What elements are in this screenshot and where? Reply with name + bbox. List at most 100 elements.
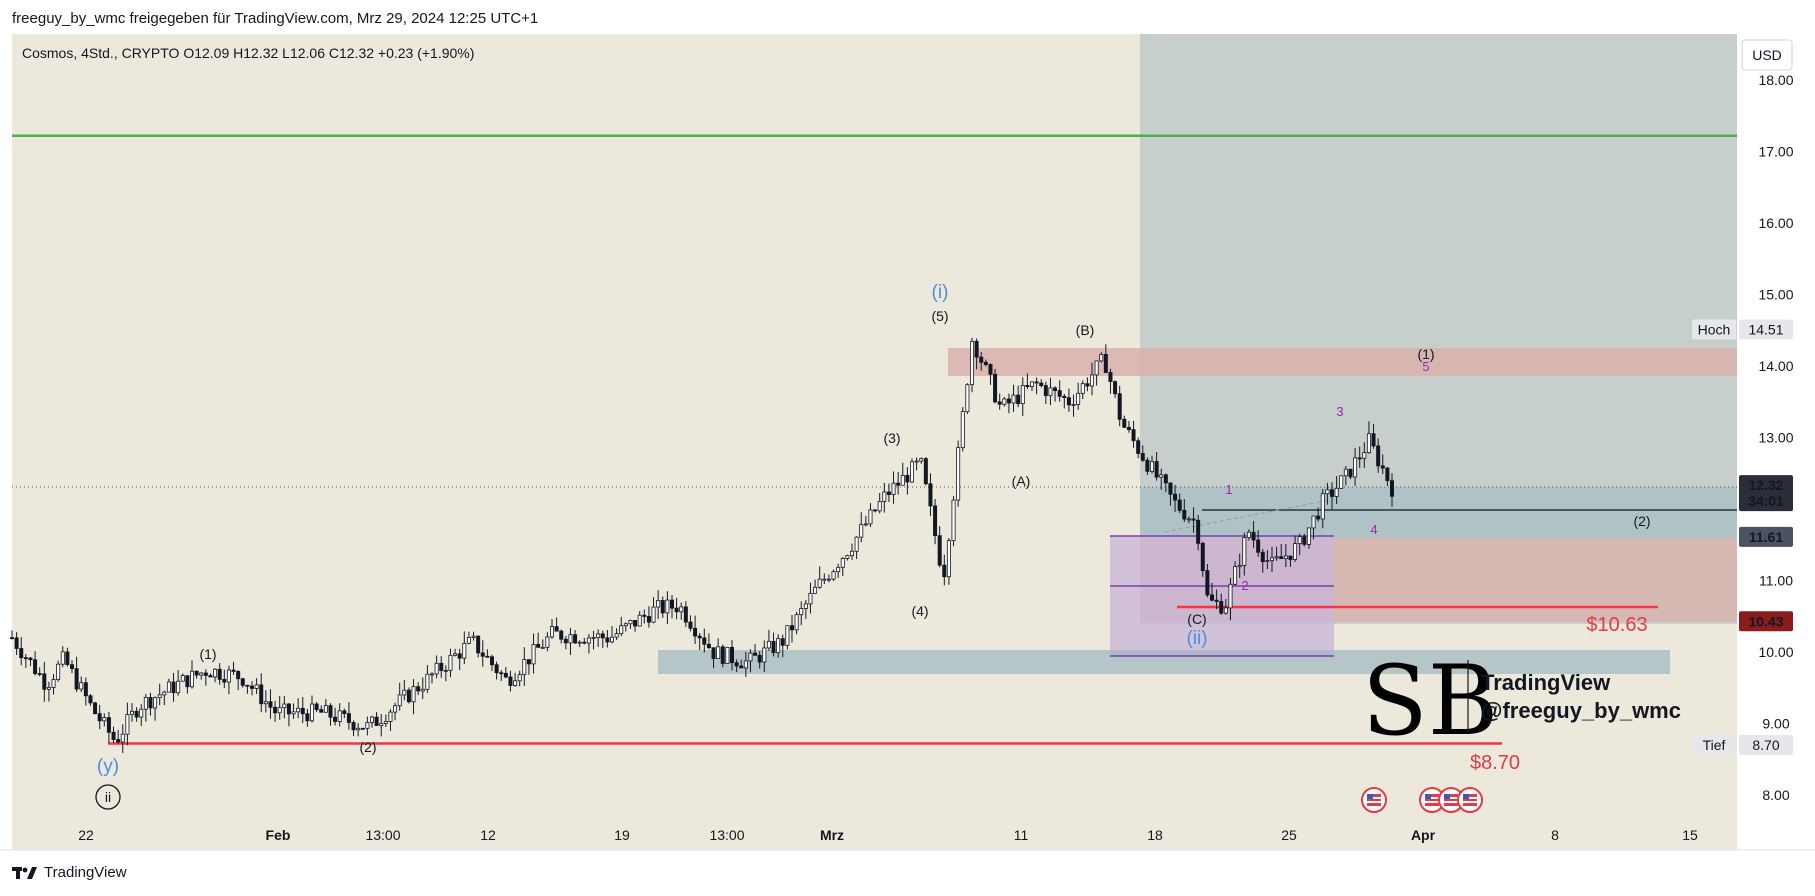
tief-tag: 8.70 Tief [1692,734,1793,755]
svg-text:11.61: 11.61 [1749,529,1783,545]
candle [1182,499,1187,522]
candle [1057,380,1062,402]
candle [720,644,725,668]
currency-button[interactable]: USD [1752,47,1782,63]
us-flag-icon[interactable] [1438,787,1464,813]
candle [859,512,864,543]
candle [33,651,38,676]
candle [393,702,398,721]
candle [1002,396,1007,407]
candle [176,669,181,696]
footer-brand-text: TradingView [44,864,127,881]
candle [522,647,527,686]
footer-brand[interactable]: TradingView [12,864,127,881]
candle [1168,482,1173,506]
y-tick-label: 18.00 [1758,72,1793,88]
us-flag-icon[interactable] [1361,787,1387,813]
candle [877,492,882,514]
y-axis: 8.00 9.00 10.00 11.00 13.00 14.00 15.00 16.00 17… [1758,72,1793,803]
candle [1214,589,1219,610]
candle [1103,344,1108,373]
candle [1210,582,1215,602]
candle [633,619,638,632]
sub-wave-1: 1 [1225,482,1232,497]
candle [1094,360,1099,386]
candle [1117,385,1122,427]
candle [628,619,633,629]
x-tick-label: 25 [1281,827,1297,843]
svg-text:10.43: 10.43 [1748,613,1783,629]
candle [222,669,227,688]
candle [28,656,33,667]
candle [513,672,518,687]
sub-wave-5: 5 [1422,359,1429,374]
candle [1186,516,1191,524]
sub-wave-3: 3 [1336,404,1343,419]
candle [268,689,273,719]
us-flag-icon[interactable] [1419,787,1445,813]
candle [970,337,975,393]
candle [342,708,347,719]
candle [453,648,458,657]
candle [1126,421,1131,433]
candle [960,407,965,452]
svg-text:Tief: Tief [1703,737,1726,753]
candle [1043,381,1048,404]
candle [766,629,771,651]
event-flag-icons[interactable] [1361,787,1483,813]
candle [1154,452,1159,481]
x-tick-label: 11 [1014,827,1029,843]
candle [1357,446,1362,468]
candle [665,591,670,625]
candle [540,639,545,649]
candle [213,668,218,683]
candle [51,674,56,695]
price-label-870: $8.70 [1470,752,1520,774]
candle [208,673,213,678]
hoch-tag: 14.51 Hoch [1692,319,1793,340]
candle [1066,388,1071,412]
candle [125,702,130,746]
candle [1228,577,1233,621]
candle [651,597,656,624]
y-tick-label: 16.00 [1758,215,1793,231]
us-flag-icon[interactable] [1457,787,1483,813]
candle [42,661,47,702]
candle [1200,541,1205,577]
wave-1-projection: (1) [1417,346,1434,362]
candle [402,679,407,701]
candle [416,682,421,696]
candle [910,458,915,483]
candle [1223,599,1228,615]
candle [946,538,951,585]
candle [93,701,98,715]
candle [1251,520,1256,548]
candle [328,703,333,726]
sub-wave-4: 4 [1370,522,1377,537]
author-watermark: SB TradingView @freeguy_by_wmc [1362,645,1681,757]
wave-y-blue: (y) [97,756,119,777]
candle [933,499,938,545]
candle [706,633,711,649]
blue-consolidation-zone [1140,487,1737,538]
candle [485,649,490,658]
candle [397,682,402,711]
candle [1283,544,1288,568]
wave-3-black: (3) [883,430,900,446]
candle [660,596,665,618]
candle [794,611,799,635]
currency-button-bg[interactable] [1741,39,1793,71]
candle [351,720,356,737]
candle [83,677,88,706]
candle [180,673,185,682]
candle [97,704,102,730]
x-tick-label: Mrz [820,827,844,843]
candle [291,703,296,719]
candle [1274,546,1279,561]
candle [277,695,282,720]
candle [1260,548,1265,573]
x-tick-label: 13:00 [709,827,744,843]
candle [1030,381,1035,392]
